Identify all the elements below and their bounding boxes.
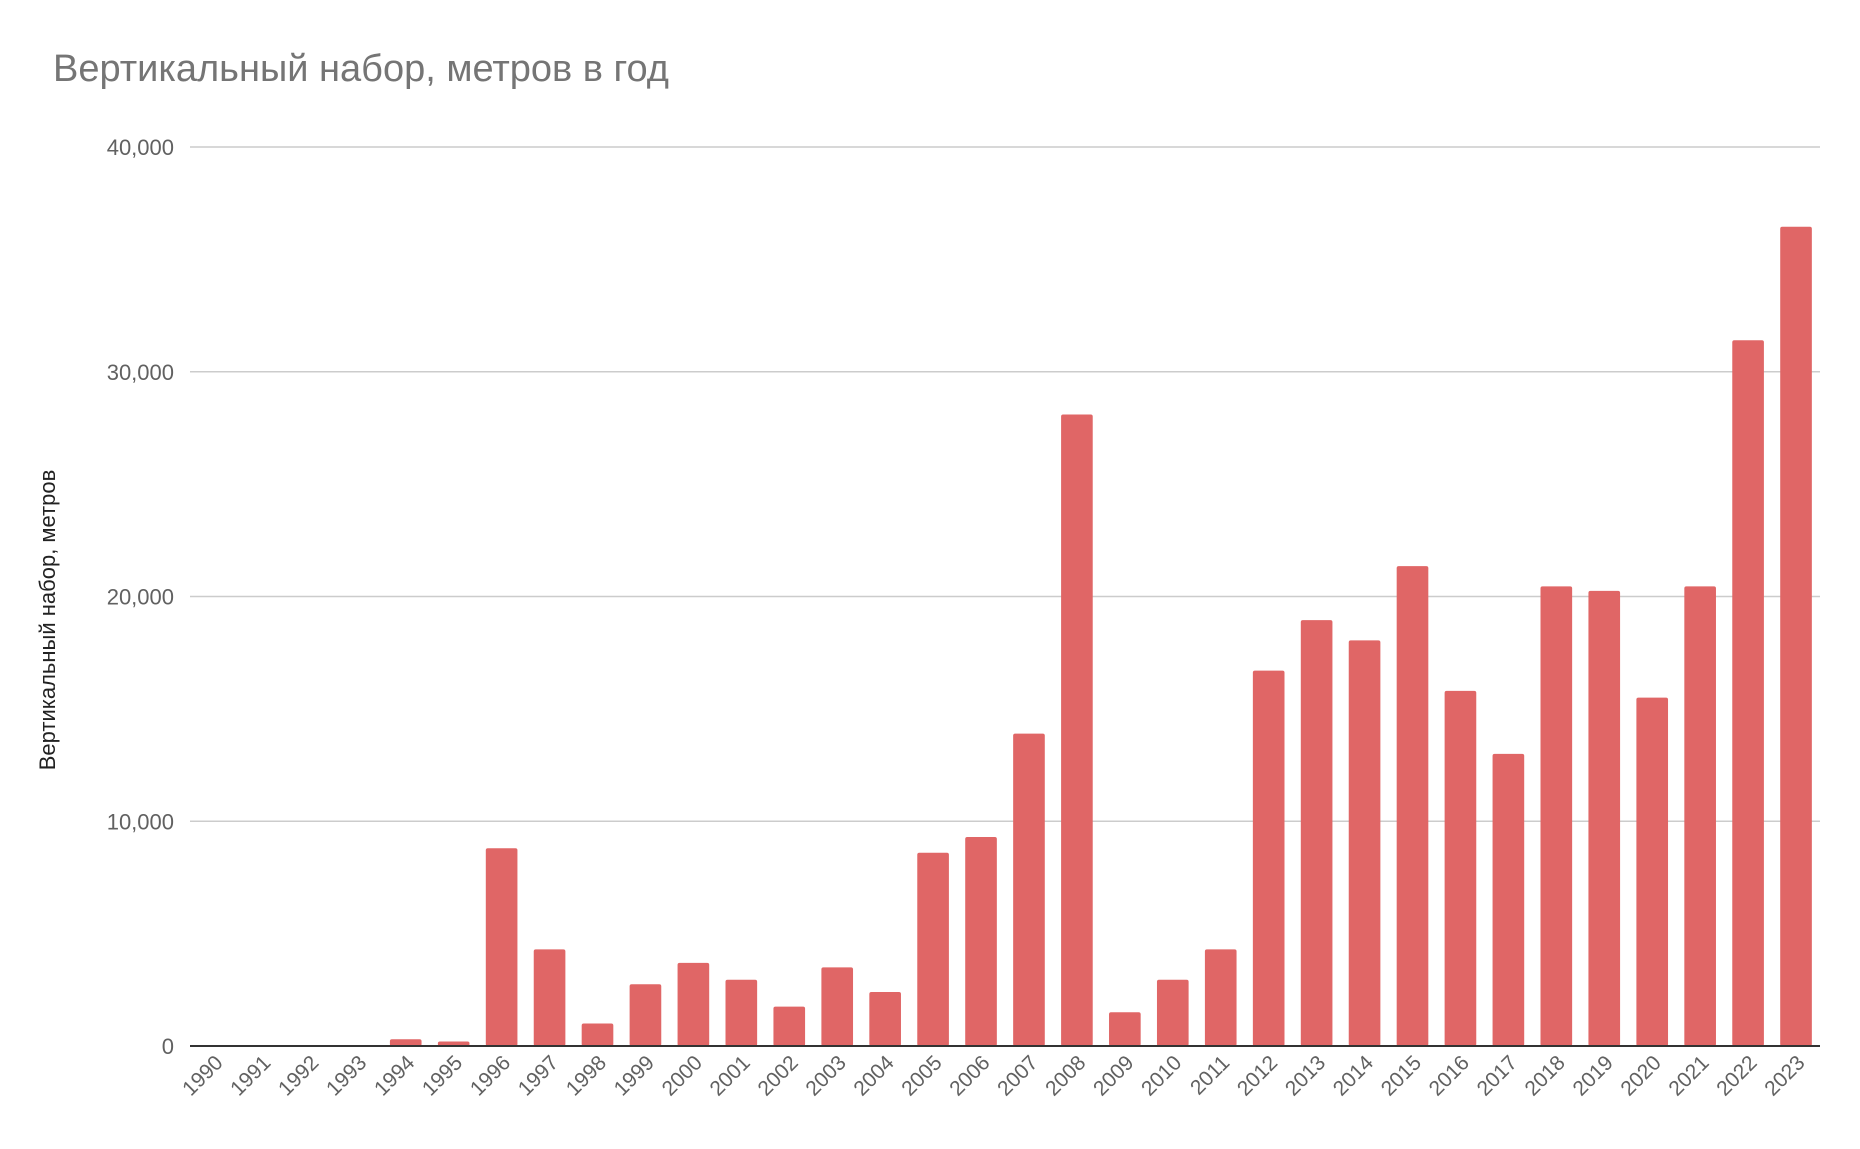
x-tick-label: 2010 [1137, 1051, 1186, 1100]
x-tick-label: 2021 [1664, 1051, 1713, 1100]
y-axis-label: Вертикальный набор, метров [35, 469, 60, 771]
x-tick-label: 1997 [514, 1051, 563, 1100]
bar-2012 [1252, 670, 1285, 1046]
x-tick-label: 1990 [178, 1051, 227, 1100]
x-tick-label: 2023 [1760, 1051, 1809, 1100]
bar-2015 [1396, 566, 1429, 1046]
bar-2014 [1348, 640, 1381, 1046]
x-tick-label: 1992 [274, 1051, 323, 1100]
bar-2023 [1780, 226, 1812, 1047]
x-tick-label: 2017 [1473, 1051, 1522, 1100]
x-tick-label: 2020 [1616, 1051, 1665, 1100]
bar-2021 [1684, 586, 1716, 1046]
chart-title: Вертикальный набор, метров в год [53, 48, 669, 90]
bar-2018 [1540, 586, 1573, 1046]
bar-2001 [725, 979, 758, 1046]
x-tick-label: 1993 [322, 1051, 371, 1100]
bar-2009 [1109, 1012, 1141, 1046]
x-tick-labels: 1990199119921993199419951996199719981999… [178, 1051, 1809, 1101]
x-tick-label: 1998 [562, 1051, 611, 1100]
bar-2002 [773, 1006, 806, 1046]
bar-2017 [1492, 753, 1525, 1046]
bar-2003 [821, 967, 854, 1046]
bar-1994 [389, 1039, 422, 1046]
y-tick-labels: 0 10,000 20,000 30,000 40,000 [107, 135, 174, 1059]
x-tick-label: 1995 [418, 1051, 467, 1100]
x-tick-label: 2022 [1712, 1051, 1761, 1100]
grid-lines [190, 146, 1820, 822]
x-tick-label: 2000 [658, 1051, 707, 1100]
x-tick-label: 1996 [466, 1051, 515, 1100]
x-tick-label: 2014 [1329, 1051, 1379, 1101]
x-tick-label: 2008 [1041, 1051, 1090, 1100]
bar-2006 [965, 836, 997, 1046]
x-tick-label: 2015 [1377, 1051, 1426, 1100]
bar-1996 [485, 848, 518, 1046]
bar-2011 [1204, 949, 1237, 1046]
bar-2004 [869, 992, 901, 1046]
y-tick-label: 30,000 [107, 360, 174, 385]
x-tick-label: 1999 [610, 1051, 659, 1100]
x-tick-label: 2019 [1569, 1051, 1618, 1100]
x-tick-label: 2001 [706, 1051, 755, 1100]
x-tick-label: 2004 [849, 1051, 899, 1101]
bar-1995 [437, 1041, 470, 1046]
x-tick-label: 2018 [1521, 1051, 1570, 1100]
y-tick-label: 10,000 [107, 809, 174, 834]
y-tick-label: 40,000 [107, 135, 174, 160]
bar-2016 [1444, 690, 1477, 1046]
bar-2019 [1588, 590, 1621, 1046]
bar-2005 [917, 852, 949, 1046]
x-tick-label: 2016 [1425, 1051, 1474, 1100]
bar-2010 [1156, 979, 1189, 1046]
x-tick-label: 2007 [993, 1051, 1042, 1100]
x-tick-label: 2005 [897, 1051, 946, 1100]
y-tick-label: 20,000 [107, 585, 174, 610]
bar-2000 [677, 962, 710, 1046]
x-tick-label: 2011 [1186, 1051, 1234, 1099]
bar-2013 [1300, 620, 1333, 1046]
bar-1999 [629, 984, 662, 1046]
x-tick-label: 2009 [1089, 1051, 1138, 1100]
bar-1997 [533, 949, 566, 1046]
x-tick-label: 2002 [754, 1051, 803, 1100]
x-tick-label: 2013 [1281, 1051, 1330, 1100]
bar-1998 [581, 1023, 614, 1046]
bar-2022 [1732, 340, 1764, 1046]
bars [389, 226, 1812, 1047]
bar-2007 [1013, 733, 1045, 1046]
x-tick-label: 1994 [370, 1051, 420, 1101]
y-tick-label: 0 [162, 1034, 174, 1059]
x-tick-label: 2003 [801, 1051, 850, 1100]
x-tick-label: 2006 [945, 1051, 994, 1100]
x-tick-label: 1991 [226, 1051, 275, 1100]
bar-2008 [1061, 414, 1093, 1046]
x-tick-label: 2012 [1233, 1051, 1282, 1100]
bar-2020 [1636, 697, 1669, 1046]
